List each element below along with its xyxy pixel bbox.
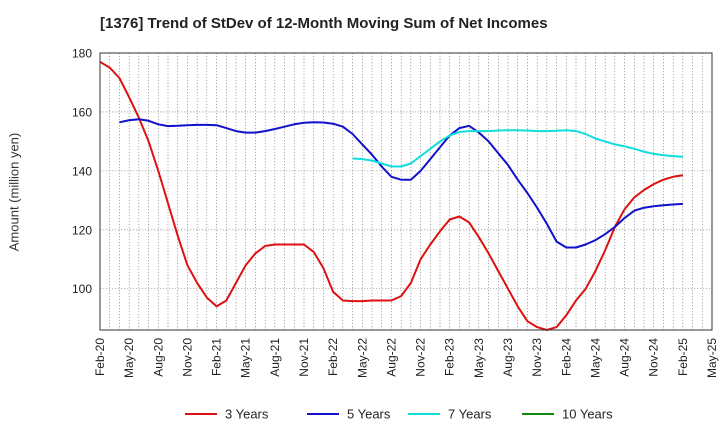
legend-label: 7 Years	[448, 407, 492, 422]
x-tick-label: May-23	[472, 338, 486, 378]
x-tick-label: May-20	[122, 338, 136, 378]
x-tick-label: May-21	[239, 338, 253, 378]
x-tick-label: May-22	[355, 338, 369, 378]
x-tick-label: Feb-22	[326, 338, 340, 376]
series-line-5-years	[119, 118, 683, 249]
x-tick-labels: Feb-20 May-20 Aug-20 Nov-20 Feb-21 May-21 Aug-…	[93, 338, 719, 378]
x-tick-label: Aug-21	[268, 338, 282, 377]
y-tick-label: 100	[72, 282, 92, 296]
x-tick-label: Nov-24	[647, 338, 661, 377]
legend: 3 Years 5 Years 7 Years 10 Years	[185, 407, 613, 422]
y-tick-label: 180	[72, 47, 92, 61]
legend-label: 3 Years	[225, 407, 269, 422]
x-tick-label: Aug-20	[151, 338, 165, 377]
series-line-3-years	[99, 60, 684, 331]
x-tick-label: May-25	[705, 338, 719, 378]
x-tick-label: Aug-22	[384, 338, 398, 377]
x-tick-label: Nov-20	[180, 338, 194, 377]
legend-label: 5 Years	[347, 407, 391, 422]
y-tick-label: 140	[72, 164, 92, 178]
series-line-7-years	[352, 129, 683, 168]
x-tick-label: May-24	[588, 338, 602, 378]
x-tick-label: Nov-21	[297, 338, 311, 377]
chart-title: [1376] Trend of StDev of 12-Month Moving…	[100, 15, 548, 32]
plot-frame	[99, 52, 713, 331]
x-tick-label: Feb-25	[676, 338, 690, 376]
x-tick-label: Feb-21	[210, 338, 224, 376]
y-tick-labels: 100 120 140 160 180	[72, 47, 92, 297]
x-tick-label: Feb-23	[443, 338, 457, 376]
y-tick-label: 160	[72, 105, 92, 119]
x-tick-label: Feb-24	[559, 338, 573, 376]
x-tick-label: Nov-23	[530, 338, 544, 377]
x-tick-label: Aug-24	[618, 338, 632, 377]
x-tick-label: Nov-22	[414, 338, 428, 377]
series-layer	[99, 60, 684, 331]
x-tick-label: Aug-23	[501, 338, 515, 377]
y-tick-label: 120	[72, 223, 92, 237]
legend-label: 10 Years	[562, 407, 613, 422]
x-tick-label: Feb-20	[93, 338, 107, 376]
